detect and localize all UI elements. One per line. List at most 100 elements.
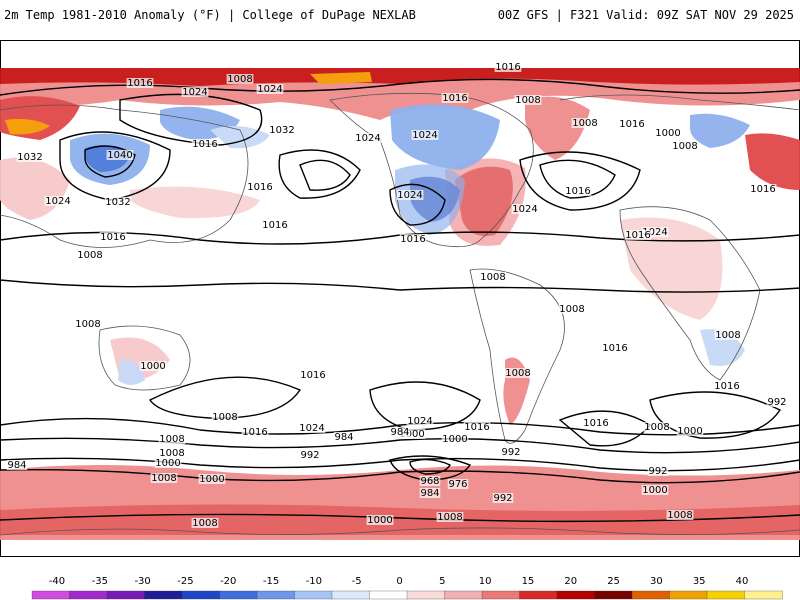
header: 2m Temp 1981-2010 Anomaly (°F) | College…	[0, 0, 800, 34]
isobar-label: 1016	[464, 422, 489, 433]
isobar-label-bg	[191, 139, 219, 149]
colorbar-swatch	[369, 590, 408, 600]
colorbar-tick-label: 25	[607, 576, 620, 587]
isobar-labels: 1016 1008 1024 1032 1040 1024 1032 1016 1032 1016…	[6, 62, 788, 529]
isobar-label: 1008	[192, 518, 217, 529]
isobar-label-bg	[676, 426, 704, 436]
isobar-label: 1024	[512, 204, 537, 215]
isobar-label: 992	[501, 447, 520, 458]
contour-1024-spac	[369, 381, 481, 431]
east-asia-warm	[745, 133, 800, 190]
colorbar-tick-label: -15	[263, 576, 279, 587]
isobar-label-bg	[749, 184, 777, 194]
isobar-label: 984	[7, 460, 26, 471]
isobar-label: 1016	[583, 418, 608, 429]
isobar-label: 992	[767, 397, 786, 408]
isobar-label: 1016	[300, 370, 325, 381]
isobar-label: 1024	[182, 87, 207, 98]
isobar-label: 1008	[644, 422, 669, 433]
isobar-label: 1016	[262, 220, 287, 231]
isobar-label: 984	[420, 488, 439, 499]
isobar-label: 1016	[750, 184, 775, 195]
contour-1024-atl	[539, 159, 616, 199]
isobar-label-bg	[399, 234, 427, 244]
siberia-hot	[5, 118, 50, 135]
colorbar: -40 -35 -30 -25 -20 -15 -10 -5 0 5 10 15 20 25 30 35 40	[31, 576, 783, 600]
colorbar-swatch	[69, 590, 108, 600]
isobar-label: 1008	[667, 510, 692, 521]
isobar-label-bg	[354, 133, 382, 143]
isobar-label: 1000	[140, 361, 165, 372]
isobar-label-bg	[398, 429, 426, 439]
contour-1016-atl	[519, 151, 641, 211]
colorbar-swatch	[744, 590, 783, 600]
colorbar-swatch	[31, 590, 71, 600]
australia-coast	[98, 325, 191, 391]
colorbar-swatch	[444, 590, 483, 600]
colorbar-tick-label: -40	[49, 576, 65, 587]
colorbar-swatch	[256, 590, 296, 600]
colorbar-swatch	[631, 590, 671, 600]
isobar-label-bg	[713, 381, 741, 391]
isobar-label: 976	[448, 479, 467, 490]
isobar-label: 1008	[572, 118, 597, 129]
isobar-label: 1016	[192, 139, 217, 150]
isobar-label: 1032	[269, 125, 294, 136]
isobar-label-bg	[389, 427, 411, 437]
isobar-label-bg	[158, 448, 186, 458]
isobar-label: 1016	[714, 381, 739, 392]
isobar-label-bg	[601, 343, 629, 353]
isobar-label: 1024	[642, 227, 667, 238]
colorbar-swatch	[406, 590, 446, 600]
isobar-label: 1016	[442, 93, 467, 104]
isobar-label: 1024	[257, 84, 282, 95]
colorbar-swatch	[594, 590, 633, 600]
isobar-label-bg	[44, 196, 72, 206]
isobar-label: 1024	[355, 133, 380, 144]
contour-1008-mid	[0, 417, 800, 436]
colorbar-tick-label: -10	[306, 576, 322, 587]
isobar-label-bg	[618, 119, 646, 129]
isobar-label-bg	[226, 74, 254, 84]
isobar-label-bg	[643, 422, 671, 432]
australia-cold	[118, 359, 145, 385]
isobar-label-bg	[666, 510, 694, 520]
isobar-label-bg	[154, 458, 182, 468]
isobar-label-bg	[654, 128, 682, 138]
isobar-label-bg	[191, 518, 219, 528]
isobar-label: 1008	[75, 319, 100, 330]
isobar-label-bg	[299, 450, 321, 460]
isobar-label-bg	[447, 479, 469, 489]
isobar-label-bg	[671, 141, 699, 151]
isobar-label-bg	[181, 87, 209, 97]
isobar-label: 984	[334, 432, 353, 443]
isobar-label: 1016	[247, 182, 272, 193]
isobar-label-bg	[441, 93, 469, 103]
contour-1008-tropics	[0, 279, 800, 293]
pacific-warm	[130, 186, 260, 219]
us-cold-halo	[395, 164, 465, 235]
isobar-label: 992	[300, 450, 319, 461]
colorbar-swatch	[181, 590, 221, 600]
contour-1016-spac	[148, 376, 302, 419]
isobar-label: 1032	[105, 197, 130, 208]
isobar-label-bg	[104, 197, 132, 207]
isobar-label-bg	[6, 460, 28, 470]
isobar-label: 1024	[299, 423, 324, 434]
isobar-label-bg	[150, 473, 178, 483]
isobar-label: 1008	[77, 250, 102, 261]
isobar-label: 1000	[677, 426, 702, 437]
isobar-label: 1016	[619, 119, 644, 130]
isobar-label-bg	[419, 488, 441, 498]
europe-warm	[525, 96, 590, 160]
run-info: 00Z GFS | F321 Valid: 09Z SAT NOV 29 202…	[497, 8, 794, 22]
isobar-label-bg	[268, 125, 296, 135]
isobar-label: 1024	[412, 130, 437, 141]
colorbar-swatch	[144, 590, 183, 600]
colorbar-tick-label: -35	[92, 576, 108, 587]
colorbar-swatch	[219, 590, 258, 600]
isobar-label: 1008	[480, 272, 505, 283]
isobar-label-bg	[106, 150, 134, 160]
isobar-label: 1024	[45, 196, 70, 207]
africa-coast	[619, 206, 761, 381]
